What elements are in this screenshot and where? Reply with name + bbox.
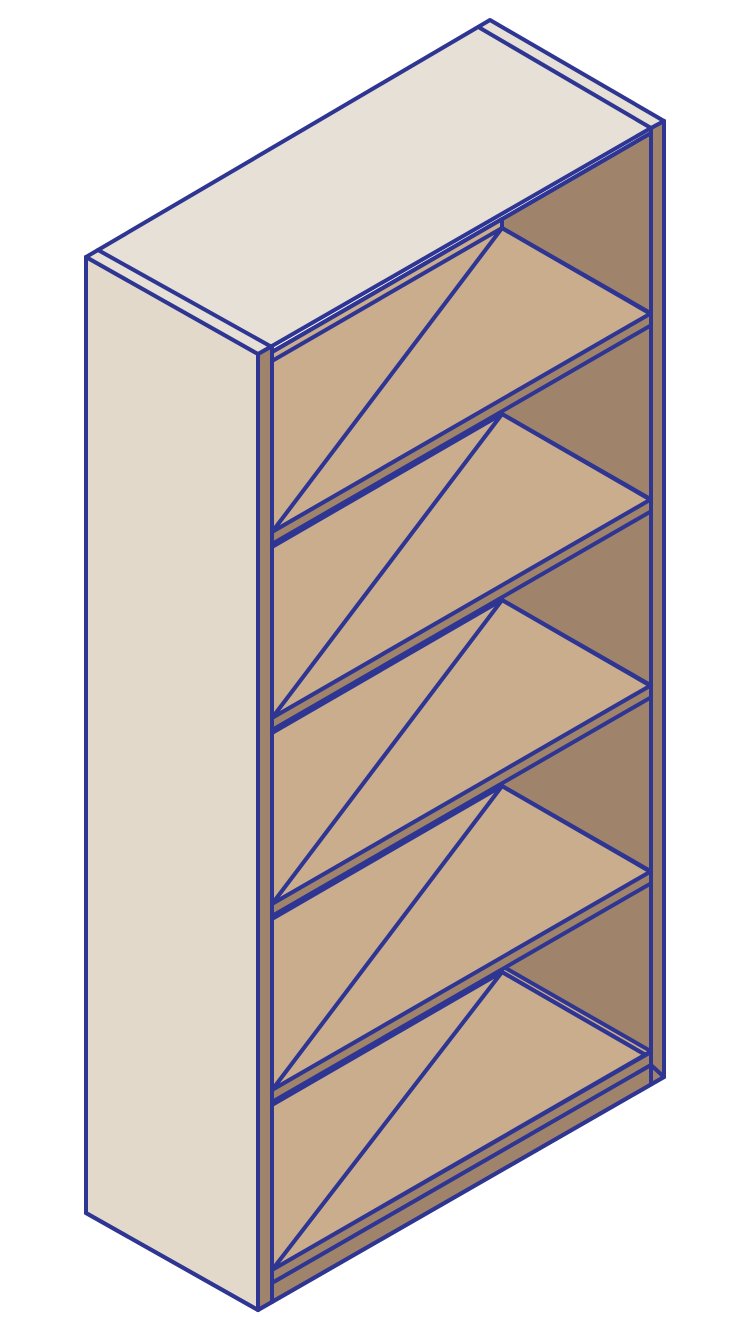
top-surface [84,18,666,356]
top-right-seam [478,26,653,130]
shelf-back-line-4 [500,784,653,874]
shelf-back-line-2 [500,412,653,502]
side-outline-bottom [84,1211,260,1312]
compartment-seam-5 [270,970,504,1107]
compartment-seam-3 [270,598,504,735]
side-panel [84,255,260,1312]
left-front-edge [256,344,274,1312]
top-inner-outline [270,131,653,354]
compartment-seam-1 [270,226,504,363]
compartment-seam-2 [270,412,504,549]
shelf-back-line-3 [500,598,653,688]
compartment-seam-4 [270,784,504,921]
base-outline [256,1075,666,1312]
top-front-seam [96,248,272,348]
shelf-back-line-5 [500,970,653,1060]
shelf-back-line-1 [500,226,653,316]
